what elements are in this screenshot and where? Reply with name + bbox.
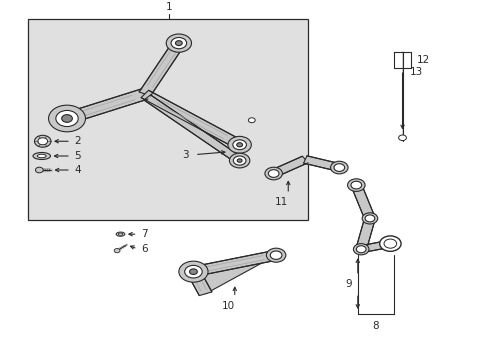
Text: 3: 3 — [182, 150, 188, 159]
Circle shape — [48, 105, 85, 132]
Polygon shape — [270, 156, 307, 177]
Circle shape — [35, 167, 43, 173]
Polygon shape — [141, 90, 243, 148]
Text: 2: 2 — [74, 136, 81, 146]
Ellipse shape — [116, 232, 124, 236]
Circle shape — [38, 138, 47, 145]
Ellipse shape — [118, 233, 122, 235]
Circle shape — [365, 215, 374, 222]
Circle shape — [248, 118, 255, 123]
Circle shape — [229, 153, 249, 168]
Text: 4: 4 — [74, 165, 81, 175]
Circle shape — [383, 239, 396, 248]
Text: 1: 1 — [165, 2, 172, 12]
Circle shape — [184, 265, 202, 278]
Text: 13: 13 — [408, 67, 422, 77]
Circle shape — [347, 179, 365, 192]
Text: 5: 5 — [74, 151, 81, 161]
Polygon shape — [64, 89, 148, 123]
Circle shape — [330, 161, 347, 174]
Circle shape — [227, 136, 251, 153]
Circle shape — [232, 140, 246, 150]
Text: 9: 9 — [345, 279, 351, 289]
Circle shape — [350, 181, 361, 189]
Circle shape — [237, 159, 242, 162]
Circle shape — [56, 111, 78, 127]
Polygon shape — [355, 217, 374, 250]
Circle shape — [171, 37, 186, 49]
Circle shape — [264, 167, 282, 180]
Text: 10: 10 — [222, 301, 235, 311]
Polygon shape — [139, 41, 184, 96]
Text: 7: 7 — [141, 229, 147, 239]
Circle shape — [379, 236, 400, 251]
Circle shape — [236, 143, 242, 147]
Circle shape — [266, 248, 285, 262]
Circle shape — [166, 34, 191, 52]
Circle shape — [179, 261, 207, 282]
Circle shape — [233, 156, 245, 165]
Circle shape — [353, 244, 368, 255]
Circle shape — [333, 164, 344, 171]
Polygon shape — [143, 95, 243, 163]
Bar — [28, 19, 307, 220]
Polygon shape — [359, 240, 391, 253]
Circle shape — [175, 41, 182, 46]
Text: 8: 8 — [372, 321, 379, 331]
Polygon shape — [350, 184, 374, 220]
Circle shape — [189, 269, 197, 274]
Polygon shape — [193, 255, 276, 294]
Circle shape — [270, 251, 282, 260]
Polygon shape — [303, 156, 340, 171]
Ellipse shape — [33, 153, 50, 159]
Circle shape — [268, 170, 279, 177]
Text: 6: 6 — [141, 244, 147, 254]
Ellipse shape — [37, 154, 46, 158]
Polygon shape — [191, 251, 277, 276]
Circle shape — [34, 135, 51, 147]
Text: 11: 11 — [274, 197, 287, 207]
Circle shape — [61, 114, 72, 122]
Text: 12: 12 — [416, 55, 429, 65]
Circle shape — [114, 248, 120, 253]
Circle shape — [356, 246, 366, 253]
Circle shape — [398, 135, 406, 140]
Polygon shape — [187, 270, 211, 296]
Circle shape — [362, 213, 377, 224]
